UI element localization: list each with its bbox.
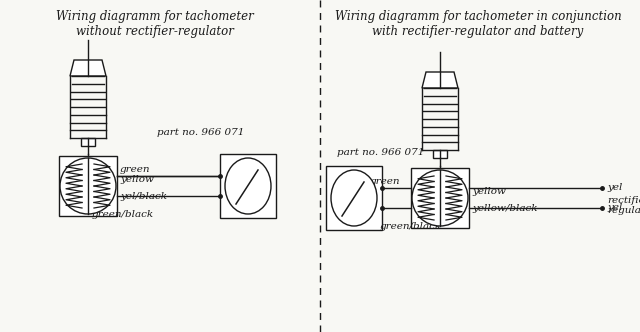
Text: Wiring diagramm for tachometer
without rectifier-regulator: Wiring diagramm for tachometer without r… xyxy=(56,10,254,38)
Text: yel/black: yel/black xyxy=(120,192,167,201)
Text: part no. 966 071: part no. 966 071 xyxy=(337,148,424,157)
Polygon shape xyxy=(422,72,458,88)
Ellipse shape xyxy=(412,170,468,226)
Bar xyxy=(81,138,95,146)
Text: Wiring diagramm for tachometer in conjunction
with rectifier-regulator and batte: Wiring diagramm for tachometer in conjun… xyxy=(335,10,621,38)
Bar xyxy=(59,156,117,216)
Text: yel: yel xyxy=(607,204,622,212)
Text: rectifier-
regulator: rectifier- regulator xyxy=(607,196,640,215)
Text: green/black: green/black xyxy=(380,222,442,231)
Bar xyxy=(411,168,469,228)
Text: part no. 966 071: part no. 966 071 xyxy=(157,128,244,137)
Text: yellow: yellow xyxy=(472,187,506,196)
Ellipse shape xyxy=(331,170,377,226)
Text: green: green xyxy=(370,177,401,186)
Bar xyxy=(433,150,447,158)
Text: yellow: yellow xyxy=(120,175,154,184)
Text: yellow/black: yellow/black xyxy=(472,204,538,213)
Polygon shape xyxy=(70,60,106,76)
Text: green: green xyxy=(120,165,150,174)
Ellipse shape xyxy=(225,158,271,214)
Ellipse shape xyxy=(60,158,116,214)
Text: yel: yel xyxy=(607,184,622,193)
Bar xyxy=(326,166,382,230)
Text: green/black: green/black xyxy=(92,210,154,219)
Bar xyxy=(220,154,276,218)
